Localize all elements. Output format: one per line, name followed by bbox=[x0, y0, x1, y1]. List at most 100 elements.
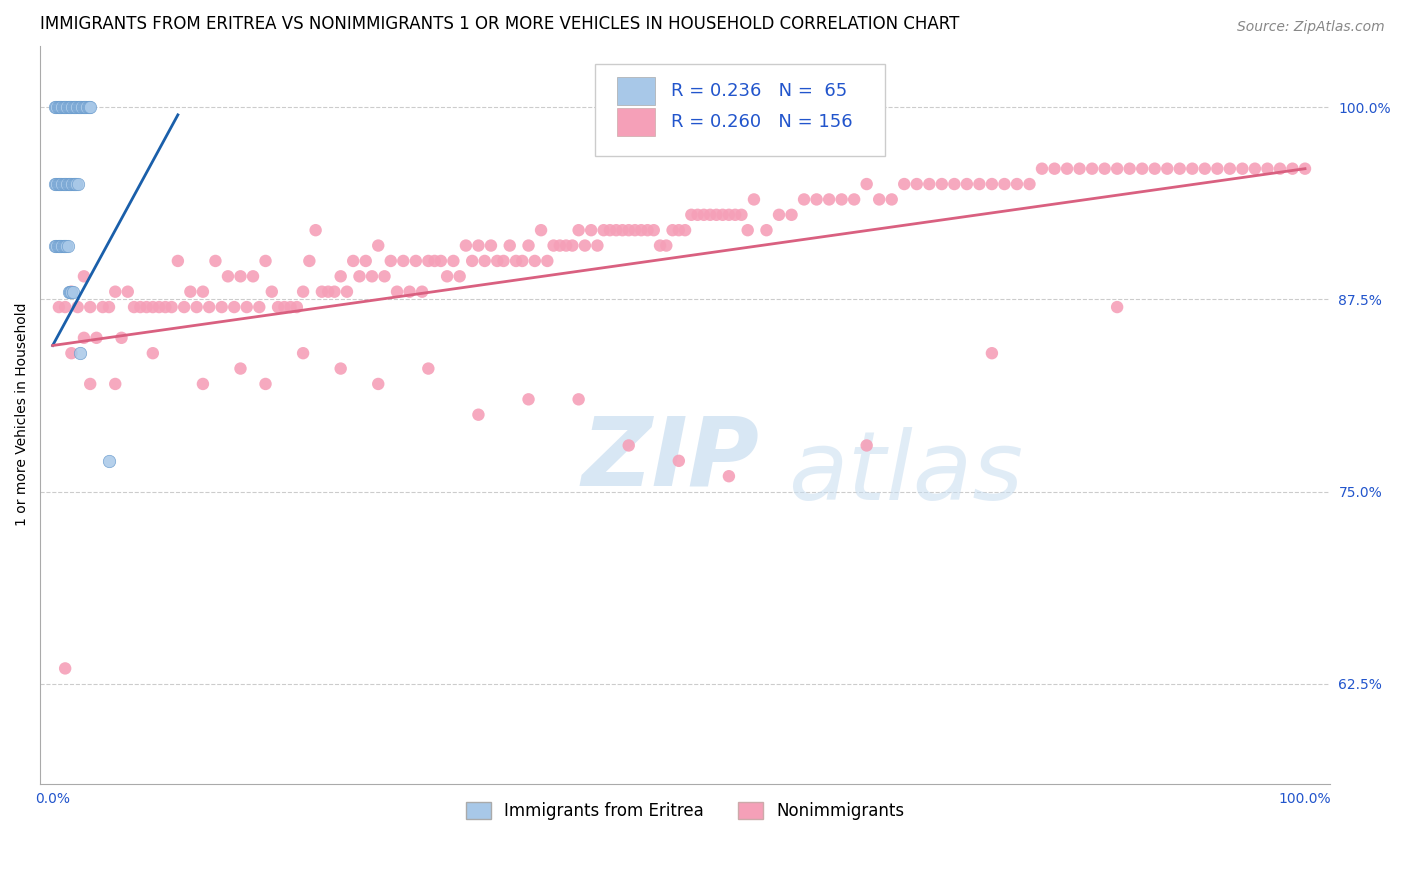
Point bbox=[1107, 300, 1129, 314]
Point bbox=[79, 300, 101, 314]
Point bbox=[630, 223, 652, 237]
Point bbox=[316, 285, 339, 299]
Point bbox=[67, 100, 90, 114]
Point bbox=[599, 223, 621, 237]
Point bbox=[49, 177, 72, 191]
Point bbox=[70, 100, 93, 114]
Text: ZIP: ZIP bbox=[582, 412, 759, 506]
Point bbox=[155, 300, 177, 314]
Point bbox=[292, 346, 315, 360]
Text: IMMIGRANTS FROM ERITREA VS NONIMMIGRANTS 1 OR MORE VEHICLES IN HOUSEHOLD CORRELA: IMMIGRANTS FROM ERITREA VS NONIMMIGRANTS… bbox=[41, 15, 959, 33]
Point bbox=[45, 177, 67, 191]
Point bbox=[855, 177, 877, 191]
Point bbox=[1056, 161, 1078, 176]
Point bbox=[793, 193, 815, 207]
Point bbox=[298, 254, 321, 268]
Point bbox=[69, 346, 91, 360]
Point bbox=[77, 100, 100, 114]
Point bbox=[51, 100, 73, 114]
Point bbox=[523, 254, 546, 268]
Point bbox=[536, 254, 558, 268]
Point bbox=[44, 177, 66, 191]
Point bbox=[58, 285, 80, 299]
Point bbox=[342, 254, 364, 268]
Point bbox=[260, 285, 283, 299]
Point bbox=[292, 285, 315, 299]
Point bbox=[436, 269, 458, 284]
Point bbox=[655, 238, 678, 252]
Point bbox=[385, 285, 408, 299]
Point bbox=[48, 177, 70, 191]
Point bbox=[1156, 161, 1178, 176]
Point bbox=[98, 300, 121, 314]
Point bbox=[1206, 161, 1229, 176]
Point bbox=[323, 285, 346, 299]
Point bbox=[59, 100, 82, 114]
Point bbox=[905, 177, 928, 191]
Point bbox=[1130, 161, 1153, 176]
Point bbox=[461, 254, 484, 268]
FancyBboxPatch shape bbox=[595, 64, 884, 156]
Point bbox=[579, 223, 602, 237]
Point bbox=[167, 254, 190, 268]
Point bbox=[75, 100, 97, 114]
Point bbox=[51, 177, 73, 191]
Point bbox=[548, 238, 571, 252]
Point bbox=[59, 285, 82, 299]
Point bbox=[91, 300, 114, 314]
Point bbox=[931, 177, 953, 191]
Point bbox=[661, 223, 683, 237]
Point bbox=[304, 223, 326, 237]
Point bbox=[60, 285, 83, 299]
Point bbox=[63, 177, 86, 191]
Point bbox=[63, 100, 86, 114]
Point bbox=[780, 208, 803, 222]
Point bbox=[48, 100, 70, 114]
Point bbox=[254, 254, 277, 268]
Bar bbox=[617, 109, 655, 136]
Point bbox=[1005, 177, 1028, 191]
Point bbox=[993, 177, 1015, 191]
Point bbox=[53, 177, 76, 191]
Point bbox=[486, 254, 509, 268]
Point bbox=[48, 300, 70, 314]
Point bbox=[229, 361, 252, 376]
Point bbox=[612, 223, 634, 237]
Point bbox=[1018, 177, 1040, 191]
Point bbox=[530, 223, 553, 237]
Point bbox=[69, 100, 91, 114]
Point bbox=[66, 100, 89, 114]
Point bbox=[173, 300, 195, 314]
Point bbox=[73, 269, 96, 284]
Point bbox=[842, 193, 865, 207]
Point bbox=[198, 300, 221, 314]
Point bbox=[1219, 161, 1241, 176]
Point bbox=[73, 100, 96, 114]
Point bbox=[62, 100, 84, 114]
Point bbox=[135, 300, 157, 314]
Point bbox=[51, 238, 73, 252]
Point bbox=[254, 376, 277, 391]
Point bbox=[46, 100, 69, 114]
Point bbox=[423, 254, 446, 268]
Point bbox=[943, 177, 966, 191]
Text: R = 0.236   N =  65: R = 0.236 N = 65 bbox=[671, 82, 848, 100]
Point bbox=[474, 254, 496, 268]
Point bbox=[969, 177, 991, 191]
Point bbox=[568, 392, 591, 407]
Point bbox=[179, 285, 201, 299]
Point bbox=[673, 223, 696, 237]
Text: R = 0.260   N = 156: R = 0.260 N = 156 bbox=[671, 113, 852, 131]
Point bbox=[730, 208, 752, 222]
Point bbox=[1043, 161, 1066, 176]
Point bbox=[329, 361, 352, 376]
Point bbox=[1194, 161, 1216, 176]
Point bbox=[129, 300, 152, 314]
Point bbox=[361, 269, 384, 284]
Point bbox=[717, 208, 740, 222]
Point bbox=[52, 177, 75, 191]
Point bbox=[441, 254, 464, 268]
Point bbox=[45, 238, 67, 252]
Point bbox=[354, 254, 377, 268]
Point bbox=[48, 238, 70, 252]
